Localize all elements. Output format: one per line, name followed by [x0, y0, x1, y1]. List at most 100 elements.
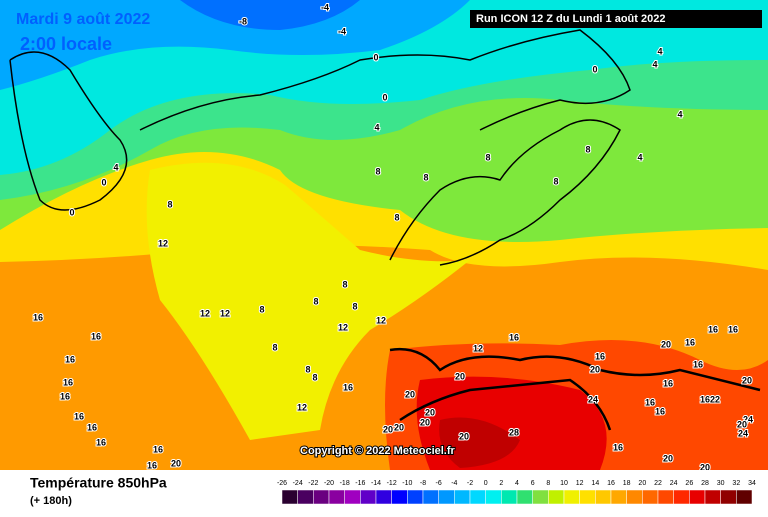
- contour-label: 16: [663, 378, 673, 388]
- contour-label: 4: [677, 109, 682, 119]
- colorbar-swatch: [407, 489, 424, 505]
- contour-label: 8: [342, 279, 347, 289]
- colorbar-label: -8: [420, 480, 426, 487]
- field-colder: [0, 0, 470, 90]
- colorbar-label: 0: [484, 480, 488, 487]
- contour-label: 24: [738, 428, 748, 438]
- local-time: 2:00 locale: [20, 34, 112, 54]
- copyright: Copyright © 2022 Meteociel.fr: [300, 445, 456, 457]
- contour-label: 0: [382, 92, 387, 102]
- contour-label: 16: [685, 337, 695, 347]
- arctic-coast: [139, 29, 631, 131]
- contour-label: -8: [239, 16, 247, 26]
- contour-label: 16: [509, 332, 519, 342]
- contour-label: 12: [473, 343, 483, 353]
- contour-label: 20: [420, 417, 430, 427]
- colorbar-swatch: [626, 489, 643, 505]
- colorbar-label: 2: [499, 480, 503, 487]
- colorbar-swatch: [610, 489, 627, 505]
- colorbar-label: 30: [717, 480, 725, 487]
- parameter: Température 850hPa: [30, 475, 167, 491]
- contour-label: 16: [65, 354, 75, 364]
- contour-label: 20: [459, 431, 469, 441]
- contour-label: 16: [700, 394, 710, 404]
- colorbar-swatch: [438, 489, 455, 505]
- contour-label: 4: [652, 59, 657, 69]
- greenland-coast: [9, 51, 128, 211]
- colorbar-label: 28: [701, 480, 709, 487]
- colorbar-label: -20: [324, 480, 334, 487]
- colorbar-label: 8: [546, 480, 550, 487]
- colorbar-label: 16: [607, 480, 615, 487]
- mediterranean-coast: [389, 347, 761, 392]
- contour-label: 0: [69, 207, 74, 217]
- africa-coast: [399, 378, 612, 431]
- colorbar-label: 24: [670, 480, 678, 487]
- contour-label: 12: [297, 402, 307, 412]
- field-yellow: [146, 162, 470, 440]
- colorbar-swatch: [642, 489, 659, 505]
- contour-label: 24: [588, 394, 598, 404]
- colorbar-label: 10: [560, 480, 568, 487]
- contour-label: 8: [167, 199, 172, 209]
- contour-label: 4: [374, 122, 379, 132]
- colorbar-label: -4: [451, 480, 457, 487]
- colorbar-label: -14: [371, 480, 381, 487]
- europe-coast: [389, 119, 621, 266]
- colorbar-swatch: [532, 489, 549, 505]
- contour-label: 16: [728, 324, 738, 334]
- colorbar-swatch: [454, 489, 471, 505]
- colorbar-swatch: [595, 489, 612, 505]
- colorbar-label: 26: [685, 480, 693, 487]
- colorbar-label: 12: [576, 480, 584, 487]
- colorbar-label: 14: [591, 480, 599, 487]
- colorbar-label: 18: [623, 480, 631, 487]
- contour-label: 16: [74, 411, 84, 421]
- contour-label: 0: [101, 177, 106, 187]
- contour-label: 20: [405, 389, 415, 399]
- coastlines: [9, 29, 761, 431]
- colorbar-swatch: [297, 489, 314, 505]
- contour-label: 16: [63, 377, 73, 387]
- contour-label: 8: [305, 364, 310, 374]
- contour-label: 4: [113, 162, 118, 172]
- contour-label: -4: [321, 2, 329, 12]
- contour-label: 20: [455, 371, 465, 381]
- colorbar-swatch: [704, 489, 721, 505]
- contour-label: 16: [33, 312, 43, 322]
- contour-label: 12: [220, 308, 230, 318]
- contour-label: 22: [710, 394, 720, 404]
- colorbar-label: 32: [732, 480, 740, 487]
- colorbar-swatch: [360, 489, 377, 505]
- contour-label: 4: [637, 152, 642, 162]
- contour-label: 20: [663, 453, 673, 463]
- colorbar-swatch: [720, 489, 737, 505]
- contour-label: 0: [592, 64, 597, 74]
- colorbar-label: -6: [436, 480, 442, 487]
- colorbar-swatch: [469, 489, 486, 505]
- colorbar-swatch: [548, 489, 565, 505]
- contour-label: 16: [708, 324, 718, 334]
- contour-label: 8: [312, 372, 317, 382]
- colorbar-label: -12: [387, 480, 397, 487]
- contour-label: 8: [259, 304, 264, 314]
- colorbar: -26 -24 -22 -20 -18 -16 -14 -12 -10 -8 -6 -4 -2 0 2 4 6 8…: [277, 480, 756, 505]
- contour-label: 8: [272, 342, 277, 352]
- contour-label: 0: [373, 52, 378, 62]
- run-info: Run ICON 12 Z du Lundi 1 août 2022: [476, 13, 665, 25]
- contour-label: 16: [96, 437, 106, 447]
- contour-label: 20: [661, 339, 671, 349]
- colorbar-swatch: [579, 489, 596, 505]
- colorbar-swatch: [736, 489, 753, 505]
- contour-label: 20: [425, 407, 435, 417]
- colorbar-label: -10: [402, 480, 412, 487]
- contour-label: 16: [655, 406, 665, 416]
- colorbar-swatch: [657, 489, 674, 505]
- colorbar-swatch: [328, 489, 345, 505]
- contour-label: -4: [338, 26, 346, 36]
- contour-label: 8: [485, 152, 490, 162]
- colorbar-swatch: [485, 489, 502, 505]
- contour-label: 12: [200, 308, 210, 318]
